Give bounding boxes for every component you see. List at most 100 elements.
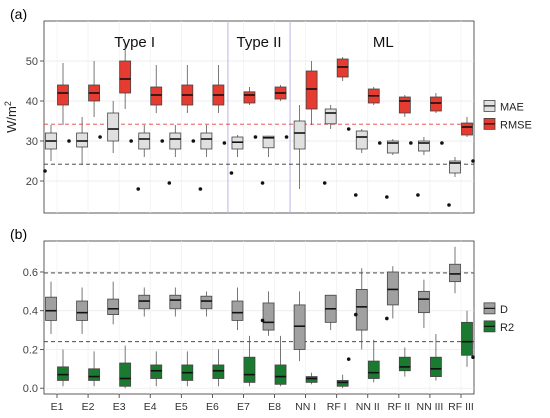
box-rmse-rf-i xyxy=(336,57,351,131)
outlier-point xyxy=(284,135,289,139)
outlier-point xyxy=(229,171,234,175)
panel-b: (b) 0.0 0.2 0.4 0.6 E1 E2 E3 E4 E5 E6 E7 E8 NN I RF … xyxy=(10,226,514,413)
panel-a-ylabel: W/m2 xyxy=(3,101,19,133)
group-label-type-ii: Type II xyxy=(236,34,281,51)
box-d-nn-ii xyxy=(353,268,368,350)
box-rmse-e4 xyxy=(150,65,165,143)
panel-a: (a) W/m2 Type I Type II ML 20 30 40 50 MAE RMS… xyxy=(3,6,532,214)
outlier-point xyxy=(191,139,196,143)
box-body xyxy=(119,362,132,387)
outlier-point xyxy=(136,187,141,191)
box-body xyxy=(57,366,69,381)
box-rmse-e1 xyxy=(57,63,71,143)
box-d-e6 xyxy=(200,291,213,317)
outlier-point xyxy=(440,141,444,145)
box-mae-e8 xyxy=(260,135,275,185)
box-body xyxy=(150,86,163,106)
box-rmse-nn-i xyxy=(305,61,318,125)
box-mae-e3 xyxy=(107,101,120,153)
panel-b-boxes xyxy=(45,246,475,389)
panel-b-x-ticks: E1 E2 E3 E4 E5 E6 E7 E8 NN I RF I NN II RF II NN III… xyxy=(51,394,474,413)
x-tick-label-rf-ii: RF II xyxy=(387,401,410,413)
x-tick-label-e2: E2 xyxy=(82,401,95,413)
box-r2-e5 xyxy=(181,351,194,387)
box-d-e3 xyxy=(107,281,120,325)
box-body xyxy=(367,360,380,379)
box-body xyxy=(274,364,287,385)
outlier-point xyxy=(260,181,265,185)
x-tick-label-nn-iii: NN III xyxy=(417,401,444,413)
x-tick-label-nn-i: NN I xyxy=(295,401,316,413)
legend-label-rmse: RMSE xyxy=(500,119,532,131)
y-tick-label: 40 xyxy=(26,96,38,108)
box-body xyxy=(293,120,306,150)
box-mae-rf-iii xyxy=(447,157,461,207)
legend-label-r2: R2 xyxy=(500,322,514,334)
outlier-point xyxy=(346,127,351,131)
box-body xyxy=(107,298,120,315)
box-rmse-e8 xyxy=(274,85,289,139)
box-body xyxy=(386,271,399,306)
panel-b-label: (b) xyxy=(10,226,27,242)
panel-a-ylabel-sup: 2 xyxy=(3,101,13,106)
box-mae-rf-i xyxy=(322,105,337,185)
outlier-point xyxy=(471,355,475,360)
legend-label-d: D xyxy=(500,304,508,316)
box-body xyxy=(305,70,318,110)
box-body xyxy=(355,130,368,150)
box-rmse-rf-iii xyxy=(461,117,475,163)
box-body xyxy=(386,140,399,154)
box-mae-e7 xyxy=(229,135,244,175)
y-tick-label: 0.4 xyxy=(23,306,38,318)
box-mae-rf-ii xyxy=(385,139,399,199)
panel-b-grid xyxy=(44,241,474,394)
panel-a-legend: MAE RMSE xyxy=(483,100,532,131)
box-body xyxy=(169,132,182,150)
box-body xyxy=(262,302,275,331)
outlier-point xyxy=(346,357,351,361)
outlier-point xyxy=(160,139,165,143)
box-d-rf-i xyxy=(324,294,337,331)
box-body xyxy=(398,96,411,114)
box-rmse-e5 xyxy=(181,65,196,143)
outlier-point xyxy=(416,193,420,197)
y-tick-label: 20 xyxy=(26,176,38,188)
panel-b-y-ticks: 0.0 0.2 0.4 0.6 xyxy=(23,267,44,395)
legend-label-mae: MAE xyxy=(500,101,524,113)
box-rmse-e7 xyxy=(243,87,258,139)
box-body xyxy=(45,296,57,321)
outlier-point xyxy=(385,316,389,321)
outlier-point xyxy=(198,187,203,191)
box-body xyxy=(336,380,349,387)
box-d-e1 xyxy=(45,281,57,334)
outlier-point xyxy=(43,169,47,173)
svg-text:W/m2: W/m2 xyxy=(3,101,19,133)
box-mae-e6 xyxy=(198,125,213,191)
outlier-point xyxy=(253,135,258,139)
x-tick-label-e1: E1 xyxy=(51,401,64,413)
x-tick-label-e6: E6 xyxy=(206,401,219,413)
box-body xyxy=(76,132,88,148)
box-body xyxy=(418,290,430,314)
box-body xyxy=(262,135,275,149)
box-body xyxy=(430,96,442,112)
x-tick-label-e4: E4 xyxy=(144,401,157,413)
box-body xyxy=(430,356,442,377)
box-rmse-e3 xyxy=(119,45,133,143)
box-body xyxy=(324,108,337,125)
group-label-type-i: Type I xyxy=(114,34,155,51)
x-tick-label-rf-iii: RF III xyxy=(448,401,474,413)
outlier-point xyxy=(353,312,358,317)
panel-a-label: (a) xyxy=(10,6,27,22)
box-r2-e3 xyxy=(119,345,132,389)
y-tick-label: 0.6 xyxy=(23,267,38,279)
box-body xyxy=(336,58,349,78)
y-tick-label: 0.2 xyxy=(23,344,38,356)
box-body xyxy=(305,376,318,383)
box-body xyxy=(200,295,213,310)
x-tick-label-e7: E7 xyxy=(237,401,250,413)
box-r2-e8 xyxy=(274,335,287,387)
panel-b-reference-lines xyxy=(44,272,474,343)
box-body xyxy=(138,132,151,150)
outlier-point xyxy=(353,193,358,197)
